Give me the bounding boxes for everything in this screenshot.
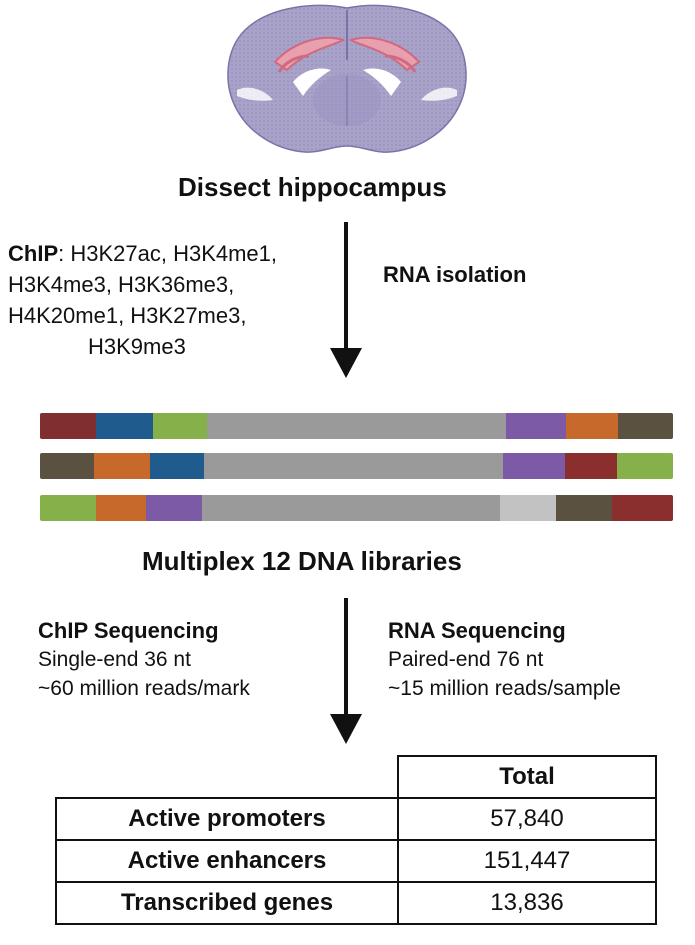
library-bar <box>40 453 673 479</box>
library-barcode-segment <box>40 495 96 521</box>
library-bar <box>40 495 673 521</box>
chip-marks-text: : H3K27ac, H3K4me1, <box>58 241 278 266</box>
arrow-down-1-icon <box>330 348 362 378</box>
arrow-down-2-shaft <box>344 598 348 716</box>
chip-seq-title: ChIP Sequencing <box>38 618 219 643</box>
row-label: Transcribed genes <box>55 881 399 925</box>
step-dissect-hippocampus: Dissect hippocampus <box>178 172 447 202</box>
library-barcode-segment <box>503 453 565 479</box>
library-barcode-segment <box>153 413 207 439</box>
rna-seq-block: RNA Sequencing Paired-end 76 nt ~15 mill… <box>388 616 621 703</box>
library-barcode-segment <box>617 453 673 479</box>
brain-section-illustration <box>227 4 467 153</box>
arrow-down-1-shaft <box>344 222 348 350</box>
row-value: 151,447 <box>397 839 657 883</box>
step-multiplex-libraries: Multiplex 12 DNA libraries <box>142 546 462 576</box>
arrow-down-2-icon <box>330 714 362 744</box>
chip-marks-line3: H4K20me1, H3K27me3, <box>8 303 247 328</box>
rna-seq-line1: Paired-end 76 nt <box>388 648 544 671</box>
chip-seq-line2: ~60 million reads/mark <box>38 677 250 700</box>
table-header-total: Total <box>397 755 657 799</box>
library-barcode-segment <box>566 413 618 439</box>
library-barcode-segment <box>202 495 500 521</box>
row-label: Active promoters <box>55 797 399 841</box>
library-barcode-segment <box>94 453 150 479</box>
library-barcode-segment <box>556 495 612 521</box>
library-barcode-segment <box>207 413 506 439</box>
library-barcode-segment <box>612 495 673 521</box>
library-bar <box>40 413 673 439</box>
library-barcode-segment <box>96 495 146 521</box>
library-barcode-segment <box>618 413 673 439</box>
chip-marks-line2: H3K4me3, H3K36me3, <box>8 272 235 297</box>
library-barcode-segment <box>565 453 617 479</box>
chip-marks-line1: ChIP: H3K27ac, H3K4me1, <box>8 238 277 269</box>
row-value: 57,840 <box>397 797 657 841</box>
rna-seq-title: RNA Sequencing <box>388 618 566 643</box>
library-barcode-segment <box>40 413 96 439</box>
chip-label: ChIP <box>8 241 59 266</box>
table-row: Active enhancers 151,447 <box>55 839 657 883</box>
row-value: 13,836 <box>397 881 657 925</box>
library-barcode-segment <box>40 453 94 479</box>
rna-isolation-label: RNA isolation <box>383 262 527 287</box>
results-table: Total Active promoters 57,840 Active enh… <box>55 755 657 925</box>
table-row: Transcribed genes 13,836 <box>55 881 657 925</box>
library-barcode-segment <box>146 495 202 521</box>
table-header-row: Total <box>56 755 657 799</box>
library-barcode-segment <box>150 453 204 479</box>
chip-seq-line1: Single-end 36 nt <box>38 648 191 671</box>
table-row: Active promoters 57,840 <box>55 797 657 841</box>
library-barcode-segment <box>506 413 566 439</box>
library-barcode-segment <box>204 453 503 479</box>
library-barcode-segment <box>96 413 153 439</box>
library-barcode-segment <box>500 495 556 521</box>
rna-seq-line2: ~15 million reads/sample <box>388 677 621 700</box>
table-corner <box>56 756 398 798</box>
chip-marks-line4: H3K9me3 <box>88 334 186 359</box>
chip-seq-block: ChIP Sequencing Single-end 36 nt ~60 mil… <box>38 616 250 703</box>
row-label: Active enhancers <box>55 839 399 883</box>
